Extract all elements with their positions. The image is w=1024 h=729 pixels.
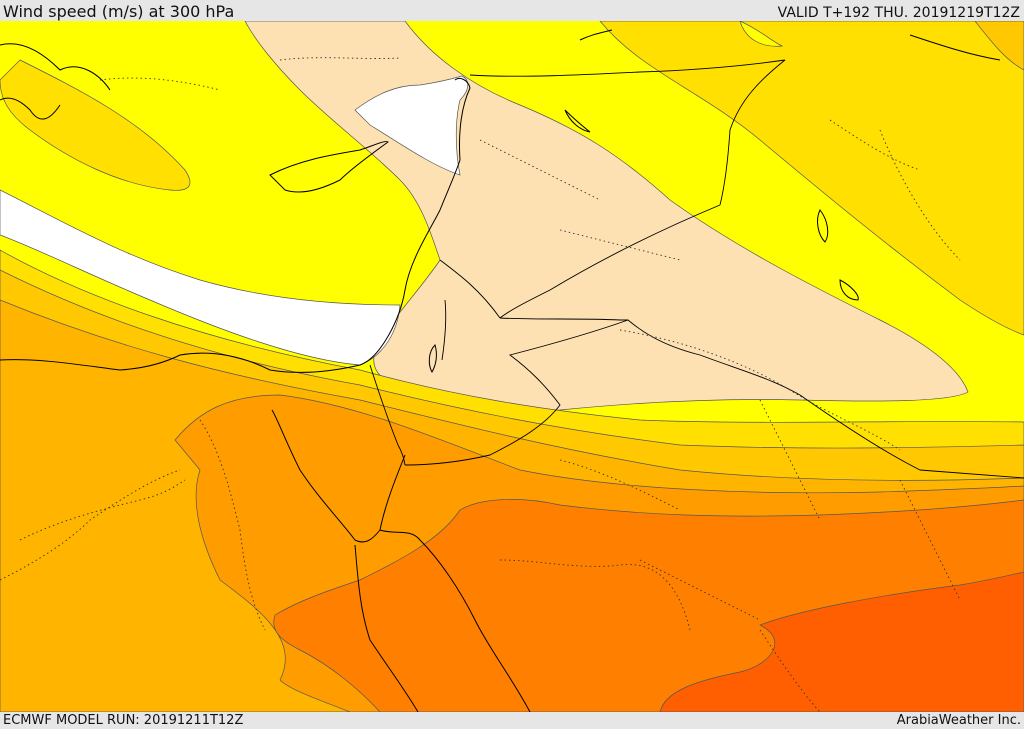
footer-bar: ECMWF MODEL RUN: 20191211T12Z ArabiaWeat… xyxy=(0,712,1024,729)
header-bar: Wind speed (m/s) at 300 hPa VALID T+192 … xyxy=(0,0,1024,21)
wind-map xyxy=(0,21,1024,712)
wind-field-white-west xyxy=(0,189,401,366)
wind-field-gold-ne xyxy=(599,21,1024,336)
province-boundaries xyxy=(0,57,961,712)
coastlines xyxy=(0,29,1001,712)
model-run-label: ECMWF MODEL RUN: 20191211T12Z xyxy=(3,713,244,728)
valid-time: VALID T+192 THU. 20191219T12Z xyxy=(777,5,1020,21)
map-title: Wind speed (m/s) at 300 hPa xyxy=(3,2,235,21)
country-borders xyxy=(369,59,1024,479)
wind-field-white-north xyxy=(354,75,469,176)
credit-label: ArabiaWeather Inc. xyxy=(896,713,1021,728)
wind-field-gold-nw xyxy=(0,59,191,191)
wind-field-yellow-ne xyxy=(739,21,784,47)
